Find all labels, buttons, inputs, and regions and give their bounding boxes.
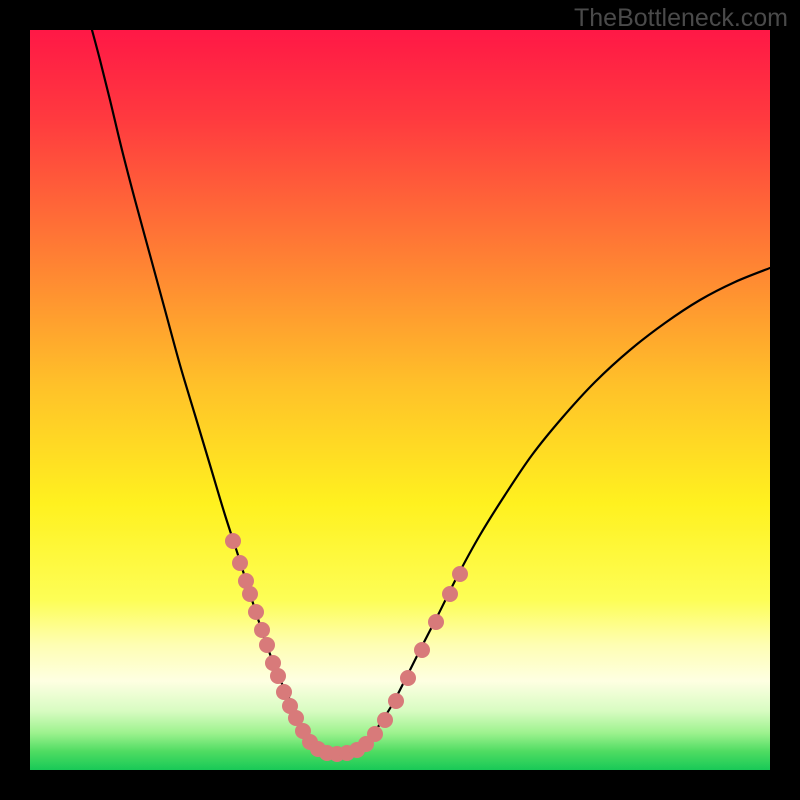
data-marker (452, 566, 468, 582)
data-marker (388, 693, 404, 709)
plot-background (30, 30, 770, 770)
chart-container: TheBottleneck.com (0, 0, 800, 800)
data-marker (276, 684, 292, 700)
data-marker (232, 555, 248, 571)
data-marker (400, 670, 416, 686)
watermark-text: TheBottleneck.com (574, 4, 788, 33)
data-marker (254, 622, 270, 638)
data-marker (242, 586, 258, 602)
data-marker (367, 726, 383, 742)
data-marker (414, 642, 430, 658)
data-marker (377, 712, 393, 728)
data-marker (259, 637, 275, 653)
data-marker (225, 533, 241, 549)
data-marker (428, 614, 444, 630)
data-marker (442, 586, 458, 602)
data-marker (248, 604, 264, 620)
chart-svg (0, 0, 800, 800)
data-marker (270, 668, 286, 684)
